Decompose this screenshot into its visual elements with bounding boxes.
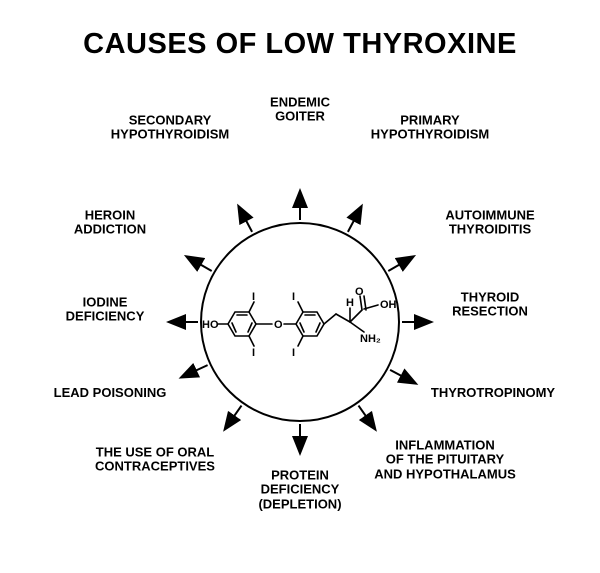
cause-label: THYROID RESECTION xyxy=(452,291,528,320)
cause-label: SECONDARY HYPOTHYROIDISM xyxy=(111,114,229,143)
mol-label-nh2: NH₂ xyxy=(360,333,381,345)
cause-label: HEROIN ADDICTION xyxy=(74,209,146,238)
cause-label: LEAD POISONING xyxy=(54,386,167,400)
page-title: CAUSES OF LOW THYROXINE xyxy=(0,28,600,61)
mol-label-i3: I xyxy=(292,291,295,303)
cause-label: ENDEMIC GOITER xyxy=(270,96,330,125)
cause-label: INFLAMMATION OF THE PITUITARY AND HYPOTH… xyxy=(374,439,516,482)
cause-label: IODINE DEFICIENCY xyxy=(66,296,145,325)
cause-label: THYROTROPINOMY xyxy=(431,386,555,400)
arrow xyxy=(359,406,375,429)
cause-label: PROTEIN DEFICIENCY (DEPLETION) xyxy=(258,469,341,512)
cause-label: THE USE OF ORAL CONTRACEPTIVES xyxy=(95,446,215,475)
arrow xyxy=(348,207,361,232)
arrow xyxy=(225,406,241,429)
mol-label-ho: HO xyxy=(202,319,219,331)
arrow xyxy=(239,207,252,232)
mol-label-h: H xyxy=(346,297,354,309)
cause-label: AUTOIMMUNE THYROIDITIS xyxy=(445,209,534,238)
thyroxine-molecule: HO O I I I I O OH H NH₂ xyxy=(200,262,400,382)
mol-label-o-ether: O xyxy=(274,319,283,331)
mol-label-oh: OH xyxy=(380,299,397,311)
mol-label-i2: I xyxy=(252,347,255,359)
mol-label-i4: I xyxy=(292,347,295,359)
cause-label: PRIMARY HYPOTHYROIDISM xyxy=(371,114,489,143)
mol-label-o-carbonyl: O xyxy=(355,286,364,298)
mol-label-i1: I xyxy=(252,291,255,303)
page: CAUSES OF LOW THYROXINE xyxy=(0,0,600,573)
